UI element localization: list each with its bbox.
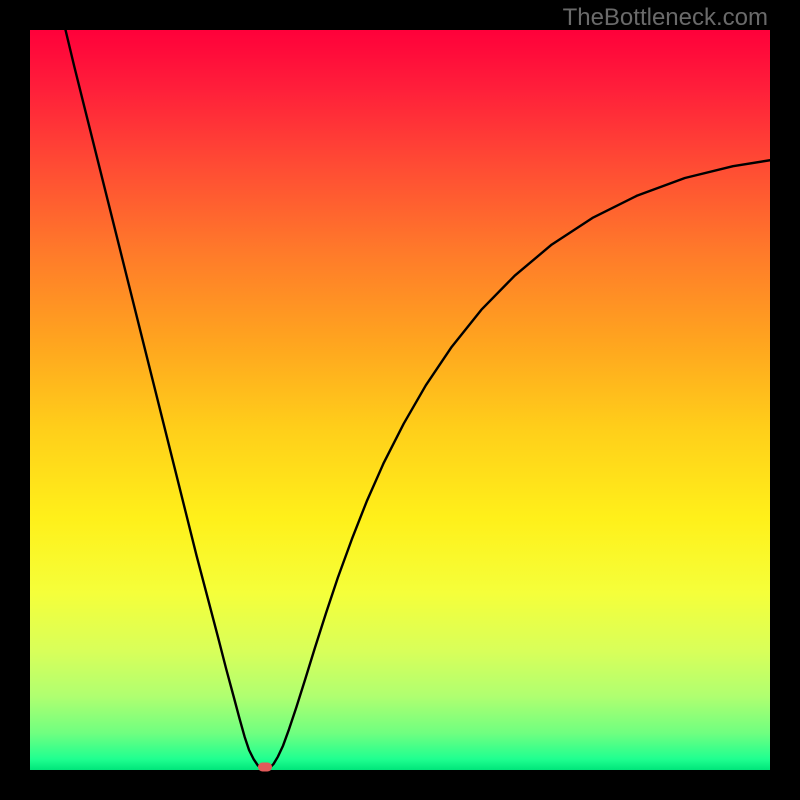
chart-frame: TheBottleneck.com [0,0,800,800]
optimum-marker [258,763,272,772]
plot-area [30,30,770,770]
watermark-text: TheBottleneck.com [563,4,768,32]
background-gradient [30,30,770,770]
